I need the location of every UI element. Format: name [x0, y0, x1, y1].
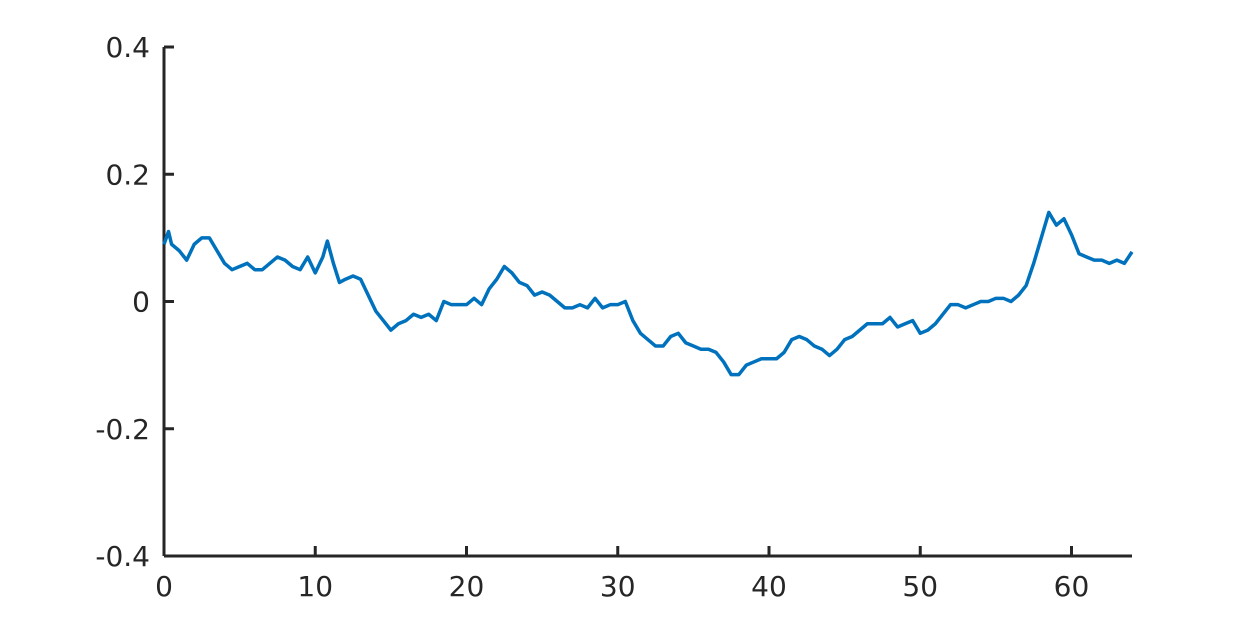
x-tick-label: 0 — [155, 570, 173, 603]
x-tick-label: 60 — [1054, 570, 1090, 603]
x-tick-label: 40 — [751, 570, 787, 603]
x-tick-label: 50 — [902, 570, 938, 603]
x-tick-label: 30 — [600, 570, 636, 603]
y-tick-label: -0.4 — [95, 540, 150, 573]
x-tick-label: 20 — [449, 570, 485, 603]
y-tick-label: 0.4 — [105, 31, 150, 64]
y-tick-label: -0.2 — [95, 413, 150, 446]
x-tick-label: 10 — [297, 570, 333, 603]
data-line — [162, 210, 1134, 377]
y-tick-label: 0 — [132, 286, 150, 319]
y-tick-label: 0.2 — [105, 158, 150, 191]
